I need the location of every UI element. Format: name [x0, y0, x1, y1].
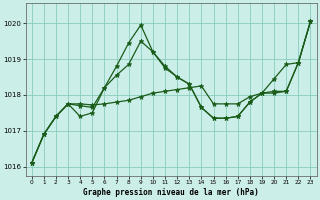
X-axis label: Graphe pression niveau de la mer (hPa): Graphe pression niveau de la mer (hPa) — [83, 188, 259, 197]
